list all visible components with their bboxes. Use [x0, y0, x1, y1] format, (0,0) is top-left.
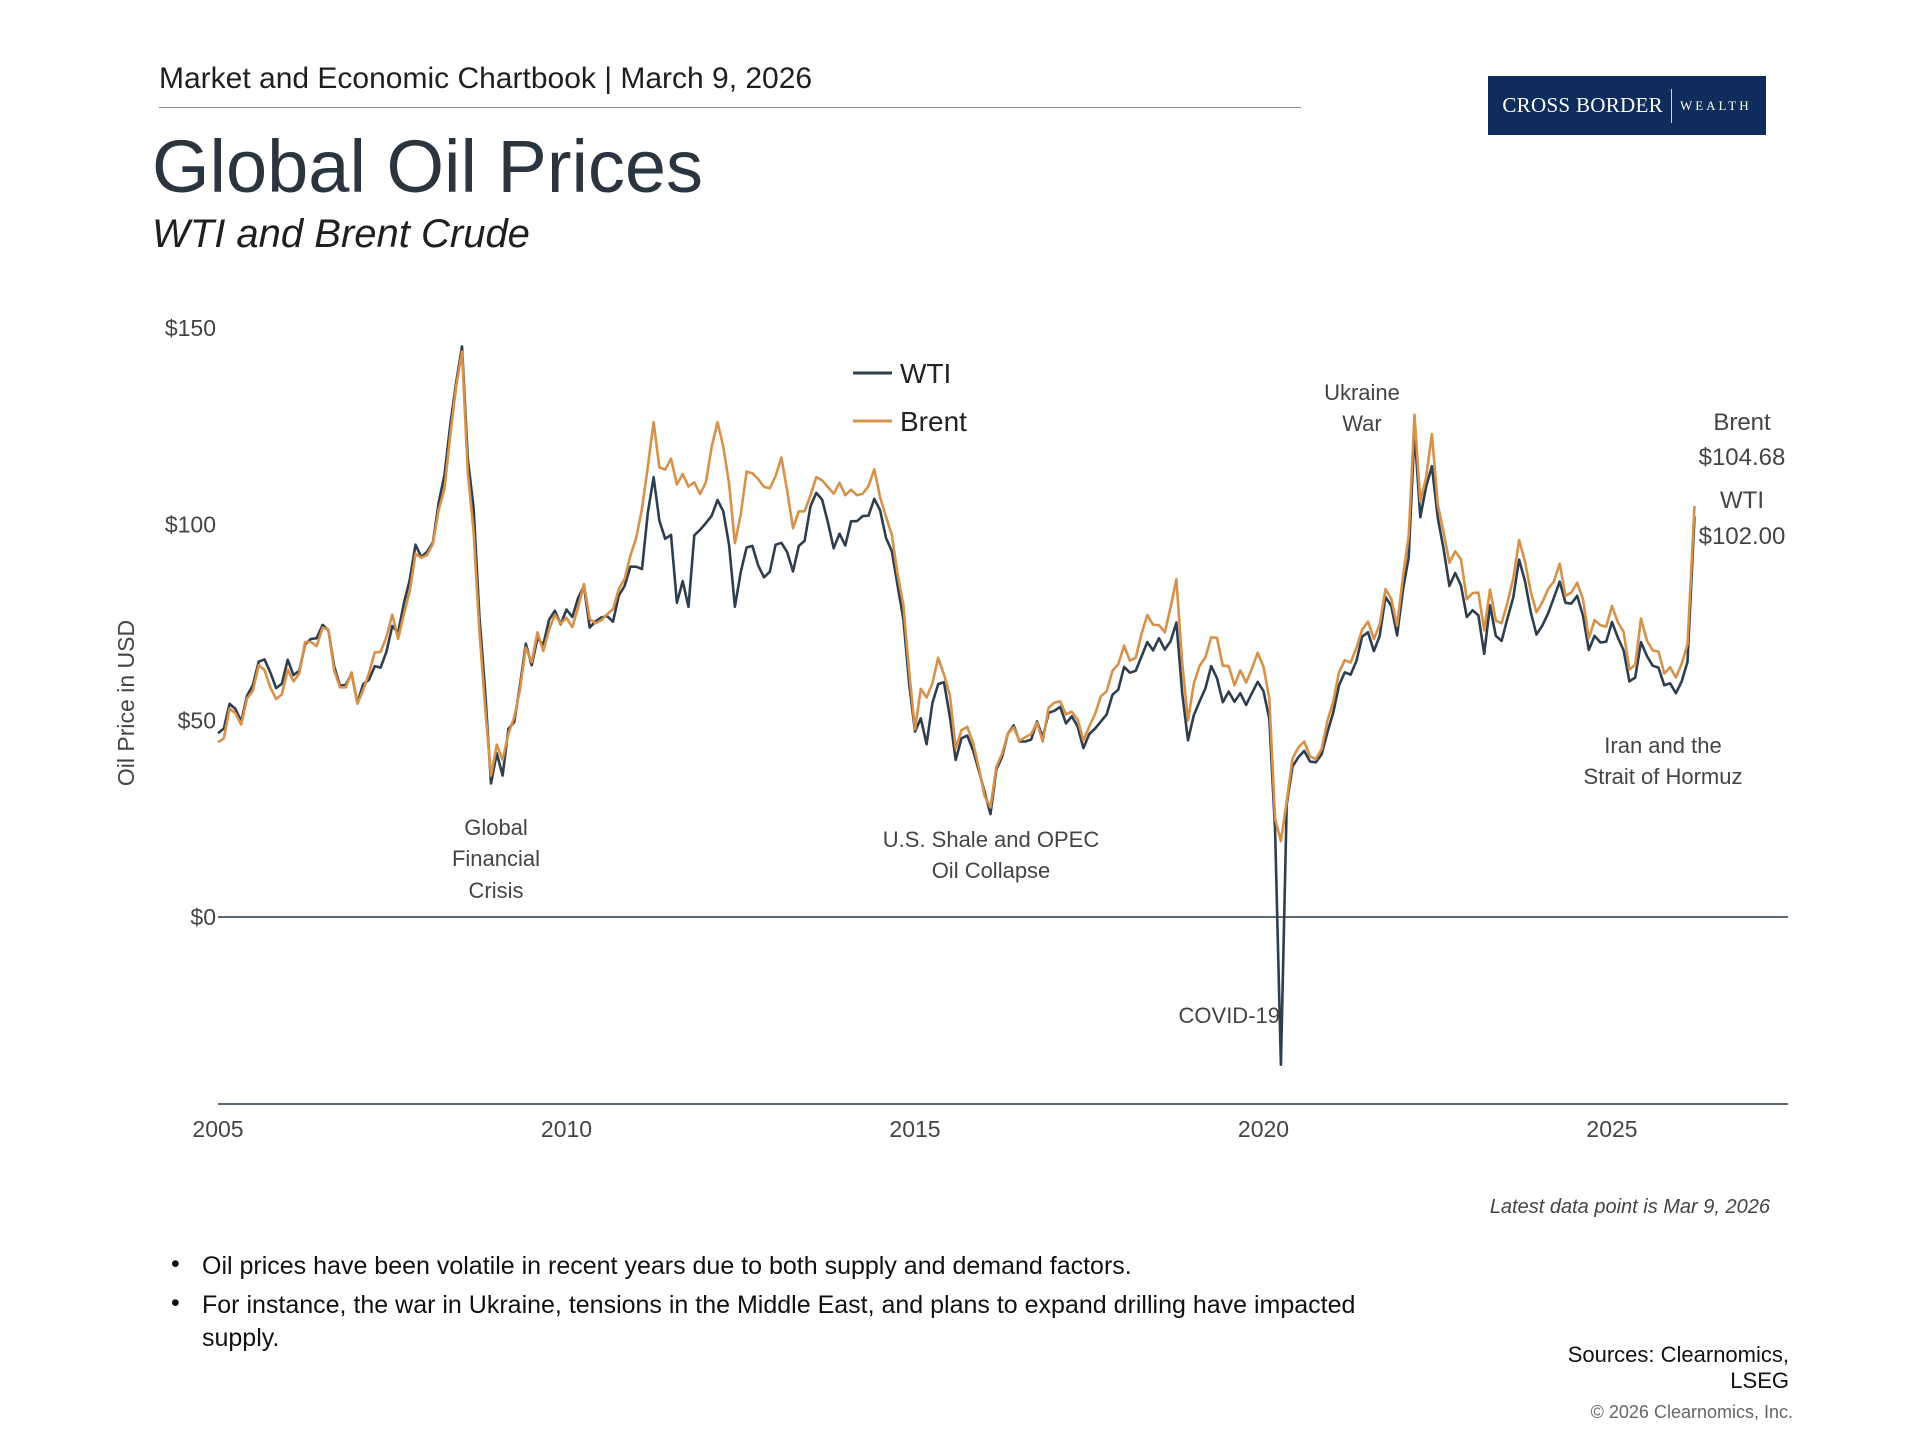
end-label-brent-name: Brent	[1713, 409, 1771, 436]
y-tick-label: $0	[190, 904, 216, 930]
bullet-text: Oil prices have been volatile in recent …	[202, 1252, 1132, 1280]
legend-wti-label: WTI	[900, 358, 951, 389]
annotation-gfc-2: Financial	[452, 846, 540, 871]
y-tick-label: $100	[165, 511, 216, 537]
y-axis-label: Oil Price in USD	[113, 620, 139, 786]
company-logo: CROSS BORDER WEALTH	[1488, 76, 1766, 135]
series-line-brent	[217, 350, 1696, 843]
x-tick-label: 2010	[541, 1116, 592, 1142]
sources-line: LSEG	[1730, 1368, 1789, 1393]
x-tick-label: 2025	[1586, 1116, 1637, 1142]
bullet-text: For instance, the war in Ukraine, tensio…	[202, 1291, 1356, 1352]
bullet-marker: •	[171, 1289, 180, 1317]
latest-data-note: Latest data point is Mar 9, 2026	[1489, 1196, 1770, 1218]
annotation-covid: COVID-19	[1179, 1003, 1280, 1028]
sources-line: Sources: Clearnomics,	[1567, 1342, 1789, 1367]
logo-text-secondary: WEALTH	[1679, 97, 1752, 113]
end-label-wti-value: $102.00	[1699, 523, 1786, 550]
annotation-shale-1: U.S. Shale and OPEC	[883, 827, 1100, 852]
sources-note: Sources: Clearnomics, LSEG	[1568, 1342, 1789, 1394]
bullet-marker: •	[171, 1250, 180, 1278]
x-tick-label: 2020	[1238, 1116, 1289, 1142]
annotation-ukraine-1: Ukraine	[1324, 380, 1400, 405]
copyright: © 2026 Clearnomics, Inc.	[1590, 1402, 1793, 1422]
x-tick-label: 2015	[889, 1116, 940, 1142]
logo-text-main: CROSS BORDER	[1502, 93, 1663, 117]
y-tick-label: $50	[178, 708, 216, 734]
end-label-brent-value: $104.68	[1699, 444, 1786, 471]
annotation-shale-2: Oil Collapse	[932, 858, 1051, 883]
chartbook-kicker: Market and Economic Chartbook | March 9,…	[159, 62, 813, 95]
header-divider	[159, 107, 1301, 108]
end-label-wti-name: WTI	[1720, 487, 1764, 514]
logo-separator	[1670, 88, 1672, 123]
annotation-iran-1: Iran and the	[1604, 733, 1721, 758]
annotation-gfc-3: Crisis	[469, 878, 524, 903]
series-line-wti	[217, 345, 1696, 1066]
y-tick-label: $150	[165, 315, 216, 341]
annotation-gfc-1: Global	[464, 815, 528, 840]
x-tick-label: 2005	[192, 1116, 243, 1142]
page-subtitle: WTI and Brent Crude	[152, 212, 530, 256]
page-title: Global Oil Prices	[152, 125, 704, 208]
annotation-ukraine-2: War	[1342, 411, 1382, 436]
annotation-iran-2: Strait of Hormuz	[1584, 764, 1743, 789]
legend-brent-label: Brent	[900, 406, 967, 437]
